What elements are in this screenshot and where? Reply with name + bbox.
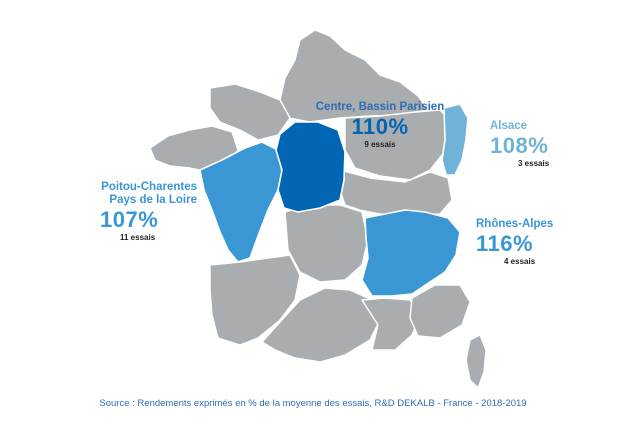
label-centre-percent: 110%: [351, 114, 409, 140]
region-languedoc: [361, 297, 421, 351]
label-poitou-name-line1: Poitou-Charentes: [101, 181, 197, 193]
region-midi: [261, 287, 381, 363]
region-alsace: [441, 103, 469, 176]
label-poitou-name-line2: Pays de la Loire: [109, 194, 197, 207]
region-lorraine: [344, 109, 451, 181]
label-rhone-trials: 4 essais: [504, 256, 536, 266]
label-rhone-name: Rhônes-Alpes: [476, 218, 554, 230]
region-paca: [409, 284, 471, 339]
region-poitou-pays-de-la-loire: [199, 141, 283, 263]
highlighted-regions: [199, 103, 469, 297]
region-burgundy: [339, 169, 453, 217]
region-rhone-alpes: [361, 209, 461, 297]
region-normandy: [209, 83, 291, 141]
region-aquitaine: [209, 254, 301, 346]
label-alsace-name: Alsace: [490, 120, 528, 132]
label-centre-trials: 9 essais: [364, 139, 396, 149]
label-alsace-trials: 3 essais: [518, 158, 550, 168]
label-alsace: Alsace 108% 3 essais: [490, 120, 549, 168]
label-centre-name: Centre, Bassin Parisien: [315, 101, 445, 113]
region-corsica: [465, 334, 487, 389]
label-poitou: Poitou-Charentes Pays de la Loire 107% 1…: [92, 181, 197, 242]
france-base-regions: [149, 29, 487, 389]
label-centre: Centre, Bassin Parisien 110% 9 essais: [300, 101, 460, 149]
source-note: Source : Rendements exprimés en % de la …: [99, 398, 527, 409]
label-rhone: Rhônes-Alpes 116% 4 essais: [476, 218, 553, 266]
label-alsace-percent: 108%: [490, 133, 549, 159]
label-poitou-trials: 11 essais: [120, 232, 156, 242]
label-poitou-percent: 107%: [100, 207, 159, 233]
region-centre-bassin-parisien: [275, 121, 346, 213]
label-rhone-percent: 116%: [476, 231, 534, 257]
region-auvergne: [284, 204, 369, 283]
